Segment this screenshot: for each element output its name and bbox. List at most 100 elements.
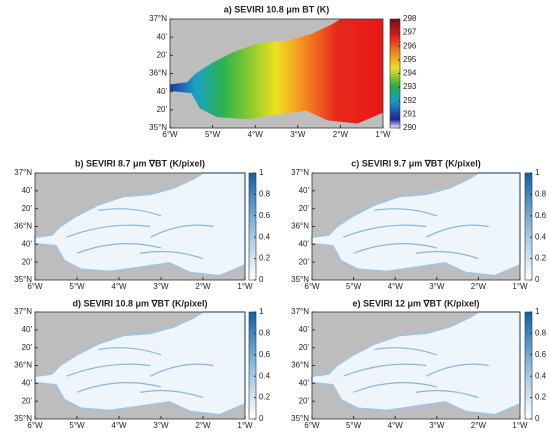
panel-title: d) SEVIRI 10.8 μm ∇BT (K/pixel) (72, 298, 207, 308)
colorbar-tick-label: 0.8 (259, 329, 271, 338)
colorbar-tick-label: 294 (403, 69, 417, 78)
y-tick-label: 20' (299, 396, 310, 405)
x-tick-label: 1°W (237, 421, 253, 430)
colorbar-tick-label: 0.4 (535, 232, 547, 241)
x-tick-label: 5°W (346, 421, 362, 430)
colorbar-tick-label: 0.8 (535, 329, 547, 338)
colorbar-tick-label: 293 (403, 82, 417, 91)
colorbar-tick-label: 0.8 (535, 190, 547, 199)
front (415, 250, 479, 260)
colorbar-tick-label: 1 (535, 168, 540, 177)
x-tick-label: 5°W (69, 421, 85, 430)
y-tick-label: 20' (299, 204, 310, 213)
y-tick-label: 40' (157, 87, 168, 96)
y-tick-label: 35°N (291, 414, 309, 423)
x-tick-label: 2°W (333, 130, 349, 139)
colorbar-tick-label: 0 (535, 414, 540, 423)
y-tick-label: 37°N (14, 307, 32, 316)
x-tick-label: 6°W (27, 421, 43, 430)
y-tick-label: 36°N (14, 361, 32, 370)
x-tick-label: 3°W (429, 282, 445, 291)
colorbar-tick-label: 0.4 (535, 371, 547, 380)
y-tick-label: 36°N (291, 222, 309, 231)
y-tick-label: 20' (299, 257, 310, 266)
colorbar-tick-label: 296 (403, 41, 417, 50)
front (353, 243, 437, 254)
y-tick-label: 40' (22, 378, 33, 387)
front (415, 389, 479, 399)
front (150, 224, 214, 238)
panel-title: c) SEVIRI 9.7 μm ∇BT (K/pixel) (351, 158, 481, 168)
colorbar-tick-label: 290 (403, 123, 417, 132)
front (374, 347, 437, 356)
colorbar-tick-label: 295 (403, 55, 417, 64)
colorbar (248, 311, 257, 420)
y-tick-label: 20' (157, 105, 168, 114)
x-tick-label: 6°W (304, 282, 320, 291)
colorbar-tick-label: 1 (535, 307, 540, 316)
colorbar-tick-label: 0.6 (259, 211, 271, 220)
y-tick-label: 20' (157, 50, 168, 59)
x-tick-label: 1°W (512, 421, 528, 430)
x-tick-label: 1°W (512, 282, 528, 291)
front (66, 224, 151, 238)
map-panel: e) SEVIRI 12 μm ∇BT (K/pixel) 6°W 5°W 4°W 3°… (291, 298, 547, 430)
y-tick-label: 40' (299, 239, 310, 248)
colorbar-tick-label: 1 (259, 168, 264, 177)
front (426, 224, 489, 238)
y-tick-label: 40' (22, 186, 33, 195)
x-tick-label: 2°W (195, 282, 211, 291)
map-panel: c) SEVIRI 9.7 μm ∇BT (K/pixel) 6°W 5°W 4°W 3… (291, 158, 547, 291)
colorbar-tick-label: 298 (403, 14, 417, 23)
y-tick-label: 37°N (291, 307, 309, 316)
colorbar (248, 172, 257, 281)
x-tick-label: 3°W (153, 421, 169, 430)
panel-title: a) SEVIRI 10.8 μm BT (K) (224, 4, 330, 14)
colorbar-tick-label: 0.4 (259, 371, 271, 380)
y-tick-label: 36°N (291, 361, 309, 370)
x-tick-label: 3°W (153, 282, 169, 291)
x-tick-label: 6°W (162, 130, 178, 139)
map-panel: b) SEVIRI 8.7 μm ∇BT (K/pixel) 6°W 5°W 4°W 3… (14, 158, 271, 291)
x-tick-label: 6°W (27, 282, 43, 291)
colorbar-tick-label: 0 (259, 414, 264, 423)
colorbar-tick-label: 0.2 (535, 254, 547, 263)
sea (170, 19, 383, 124)
front (374, 208, 437, 217)
x-tick-label: 4°W (248, 130, 264, 139)
y-tick-label: 40' (22, 325, 33, 334)
y-tick-label: 20' (22, 204, 33, 213)
x-tick-label: 3°W (429, 421, 445, 430)
colorbar-tick-label: 0.2 (259, 393, 271, 402)
y-tick-label: 40' (299, 378, 310, 387)
y-tick-label: 40' (299, 186, 310, 195)
x-tick-label: 5°W (69, 282, 85, 291)
colorbar-tick-label: 0.2 (259, 254, 271, 263)
front (76, 243, 162, 254)
y-tick-label: 37°N (149, 14, 167, 23)
y-tick-label: 36°N (14, 222, 32, 231)
y-tick-label: 35°N (291, 275, 309, 284)
colorbar (524, 172, 533, 281)
colorbar-tick-label: 1 (259, 307, 264, 316)
y-tick-label: 20' (22, 257, 33, 266)
y-tick-label: 36°N (149, 69, 167, 78)
y-tick-label: 35°N (149, 123, 167, 132)
y-tick-label: 35°N (14, 414, 32, 423)
y-tick-label: 20' (299, 343, 310, 352)
y-tick-label: 40' (22, 239, 33, 248)
y-tick-label: 40' (157, 32, 168, 41)
x-tick-label: 4°W (388, 421, 404, 430)
colorbar-tick-label: 0 (535, 275, 540, 284)
x-tick-label: 4°W (111, 282, 127, 291)
colorbar-tick-label: 292 (403, 96, 417, 105)
colorbar-tick-label: 0 (259, 275, 264, 284)
y-tick-label: 37°N (291, 168, 309, 177)
x-tick-label: 6°W (304, 421, 320, 430)
front (76, 382, 162, 393)
y-tick-label: 35°N (14, 275, 32, 284)
front (342, 224, 427, 238)
colorbar (524, 311, 533, 420)
front (150, 363, 214, 377)
colorbar-tick-label: 0.2 (535, 393, 547, 402)
